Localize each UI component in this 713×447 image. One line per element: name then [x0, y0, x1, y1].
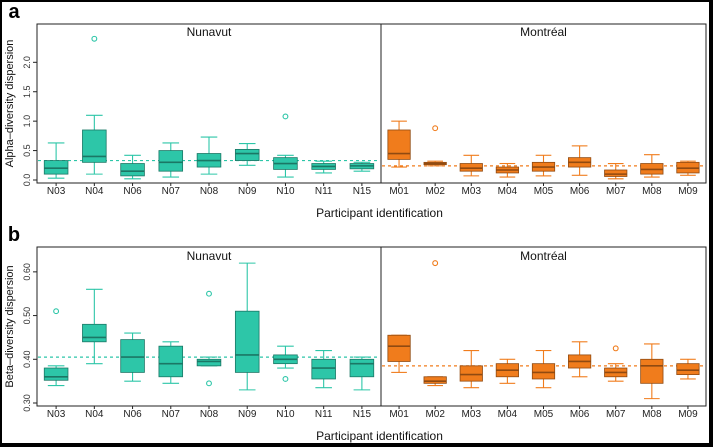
x-tick-label-n03: N03 — [47, 186, 66, 197]
plot-frame — [36, 23, 707, 184]
x-tick-label-n03: N03 — [47, 409, 66, 420]
box-n15 — [349, 358, 375, 378]
outlier-n10 — [282, 376, 289, 382]
y-axis-title: Beta–diversity dispersion — [4, 265, 16, 387]
group-title: Nunavut — [187, 249, 232, 263]
y-tick-label: 0.30 — [22, 394, 32, 412]
x-tick-label-n07: N07 — [162, 186, 181, 197]
x-tick-label-n15: N15 — [353, 409, 372, 420]
x-tick-label-m02: M02 — [425, 186, 445, 197]
x-tick-label-n10: N10 — [276, 186, 295, 197]
y-tick-label: 0.50 — [22, 307, 32, 325]
x-tick-label-m09: M09 — [678, 186, 698, 197]
box-n11 — [311, 358, 336, 380]
x-tick-label-m06: M06 — [570, 409, 590, 420]
group-title: Nunavut — [187, 25, 232, 39]
x-tick-label-m06: M06 — [570, 186, 590, 197]
box-n09 — [234, 310, 260, 373]
x-tick-label-m04: M04 — [498, 186, 518, 197]
x-tick-label-n04: N04 — [85, 409, 104, 420]
panel-a: a 0.0 0.5 1.0 1.5 2.0 Alpha–diversity dispersi… — [4, 1, 707, 220]
box-m01 — [387, 129, 411, 160]
panel-label: b — [8, 224, 20, 246]
y-tick-label: 0.40 — [22, 351, 32, 369]
box-m01 — [387, 334, 411, 362]
x-tick-label-n08: N08 — [200, 409, 219, 420]
outlier-n08 — [206, 380, 212, 387]
box-n04 — [82, 129, 107, 163]
box-m03 — [459, 163, 483, 172]
box-m08 — [640, 358, 664, 384]
y-axis-title: Alpha–diversity dispersion — [4, 40, 16, 168]
box-n06 — [120, 339, 145, 373]
x-tick-label-m03: M03 — [462, 186, 482, 197]
y-tick-label: 0.60 — [22, 263, 32, 281]
x-tick-label-m01: M01 — [389, 186, 409, 197]
x-tick-label-m08: M08 — [642, 409, 662, 420]
outlier-n04 — [91, 35, 98, 42]
x-tick-label-n04: N04 — [85, 186, 104, 197]
x-tick-label-m04: M04 — [498, 409, 518, 420]
box-m05 — [531, 363, 556, 380]
outlier-n10 — [282, 113, 289, 120]
x-tick-label-m09: M09 — [678, 409, 698, 420]
x-tick-label-n11: N11 — [315, 186, 333, 197]
group-title: Montréal — [520, 25, 567, 39]
group-title: Montréal — [520, 249, 567, 263]
x-tick-label-m03: M03 — [462, 409, 482, 420]
plot-frame — [36, 246, 707, 407]
box-m07 — [604, 169, 628, 177]
x-tick-label-m05: M05 — [534, 409, 554, 420]
x-tick-label-m07: M07 — [606, 186, 626, 197]
y-tick-label: 0.5 — [22, 144, 32, 157]
box-m03 — [459, 365, 483, 382]
y-tick-label: 1.5 — [22, 85, 32, 98]
x-tick-label-n09: N09 — [238, 186, 257, 197]
x-tick-label-n10: N10 — [276, 409, 295, 420]
x-tick-label-n06: N06 — [123, 409, 142, 420]
outlier-m07 — [612, 345, 619, 352]
outlier-n08 — [206, 290, 212, 297]
outlier-m02 — [432, 125, 439, 132]
x-tick-label-m07: M07 — [606, 409, 626, 420]
box-n06 — [120, 163, 145, 177]
y-tick-label: 1.0 — [22, 115, 32, 128]
x-tick-label-n06: N06 — [123, 186, 142, 197]
panel-label: a — [8, 1, 20, 23]
x-tick-label-n07: N07 — [162, 409, 181, 420]
box-m02 — [423, 376, 447, 384]
box-n07 — [158, 345, 184, 378]
x-axis-title: Participant identification — [316, 429, 443, 443]
x-tick-label-m02: M02 — [425, 409, 445, 420]
x-tick-label-n11: N11 — [315, 409, 333, 420]
panel-b: b 0.30 0.40 0.50 0.60 Beta–diversity dispersi… — [4, 224, 707, 443]
x-axis-title: Participant identification — [316, 206, 443, 220]
y-tick-label: 2.0 — [22, 56, 32, 69]
x-tick-label-n09: N09 — [238, 409, 257, 420]
box-n04 — [82, 323, 107, 343]
box-n07 — [158, 150, 184, 172]
box-n08 — [196, 358, 222, 367]
box-m09 — [676, 363, 700, 375]
x-tick-label-n15: N15 — [353, 186, 372, 197]
x-tick-label-m08: M08 — [642, 186, 662, 197]
x-tick-label-n08: N08 — [200, 186, 219, 197]
box-n09 — [234, 148, 260, 161]
x-tick-label-m01: M01 — [389, 409, 409, 420]
outlier-m02 — [432, 260, 439, 267]
y-tick-label: 0.0 — [22, 174, 32, 187]
box-n03 — [43, 160, 69, 175]
x-tick-label-m05: M05 — [534, 186, 554, 197]
box-n03 — [43, 367, 69, 381]
outlier-n03 — [53, 308, 60, 315]
